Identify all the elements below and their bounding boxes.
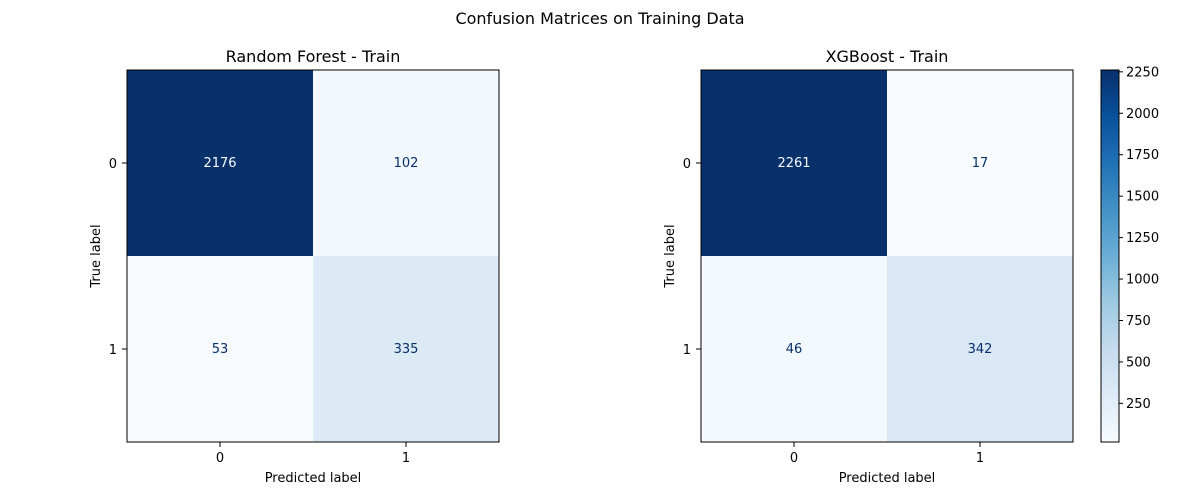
rf-cell-label-1-1: 335 <box>394 342 419 357</box>
xgb-confusion-matrix: XGBoost - Train 2261 17 46 342 0 1 Predi… <box>663 47 1074 486</box>
xgb-y-axis-label: True label <box>663 224 678 288</box>
colorbar-tick-label: 250 <box>1126 397 1151 412</box>
rf-cell-1-1 <box>313 256 499 442</box>
rf-cell-0-0 <box>127 70 313 256</box>
colorbar-tick-label: 2000 <box>1126 107 1159 122</box>
rf-y-axis-label: True label <box>89 224 104 288</box>
xgb-cell-label-0-1: 17 <box>972 156 989 171</box>
colorbar-tick-label: 500 <box>1126 355 1151 370</box>
rf-cell-label-0-1: 102 <box>394 156 419 171</box>
xgb-x-axis: 0 1 Predicted label <box>790 442 984 486</box>
xgb-x-axis-label: Predicted label <box>839 471 936 486</box>
rf-confusion-matrix: Random Forest - Train 2176 102 53 335 0 … <box>89 47 500 486</box>
xgb-cell-0-0 <box>701 70 887 256</box>
rf-x-tick-label: 0 <box>216 451 224 466</box>
colorbar-tick-label: 1000 <box>1126 273 1159 288</box>
rf-cell-label-1-0: 53 <box>212 342 229 357</box>
xgb-cell-labels: 2261 17 46 342 <box>777 156 992 357</box>
xgb-cell-1-0 <box>701 256 887 442</box>
rf-x-tick-label: 1 <box>402 451 410 466</box>
colorbar-tick-label: 1750 <box>1126 148 1159 163</box>
rf-cell-label-0-0: 2176 <box>203 156 236 171</box>
xgb-cells <box>701 70 1073 442</box>
colorbar-tick-label: 2250 <box>1126 65 1159 80</box>
xgb-y-tick-label: 1 <box>683 343 691 358</box>
rf-x-axis-label: Predicted label <box>265 471 362 486</box>
colorbar: 250 500 750 1000 1250 1500 1750 2000 2250 <box>1100 65 1159 443</box>
rf-cell-labels: 2176 102 53 335 <box>203 156 418 357</box>
rf-y-axis: 0 1 True label <box>89 157 127 358</box>
rf-axes-frame <box>126 69 500 443</box>
rf-cells <box>127 70 499 442</box>
rf-y-tick-label: 0 <box>109 157 117 172</box>
xgb-cell-1-1 <box>887 256 1073 442</box>
rf-x-axis: 0 1 Predicted label <box>216 442 410 486</box>
figure-suptitle: Confusion Matrices on Training Data <box>455 9 744 28</box>
xgb-cell-label-1-0: 46 <box>786 342 803 357</box>
rf-cell-0-1 <box>313 70 499 256</box>
xgb-x-tick-label: 1 <box>976 451 984 466</box>
colorbar-tick-label: 1500 <box>1126 190 1159 205</box>
xgb-x-tick-label: 0 <box>790 451 798 466</box>
xgb-axes-frame <box>700 69 1074 443</box>
xgb-cell-0-1 <box>887 70 1073 256</box>
xgb-cell-label-1-1: 342 <box>968 342 993 357</box>
colorbar-tick-label: 1250 <box>1126 231 1159 246</box>
rf-title: Random Forest - Train <box>226 47 401 66</box>
colorbar-gradient <box>1100 69 1120 443</box>
colorbar-ticks: 250 500 750 1000 1250 1500 1750 2000 2250 <box>1119 65 1159 412</box>
rf-cell-1-0 <box>127 256 313 442</box>
xgb-title: XGBoost - Train <box>826 47 949 66</box>
xgb-y-tick-label: 0 <box>683 157 691 172</box>
xgb-cell-label-0-0: 2261 <box>777 156 810 171</box>
xgb-y-axis: 0 1 True label <box>663 157 701 358</box>
rf-y-tick-label: 1 <box>109 343 117 358</box>
colorbar-tick-label: 750 <box>1126 314 1151 329</box>
